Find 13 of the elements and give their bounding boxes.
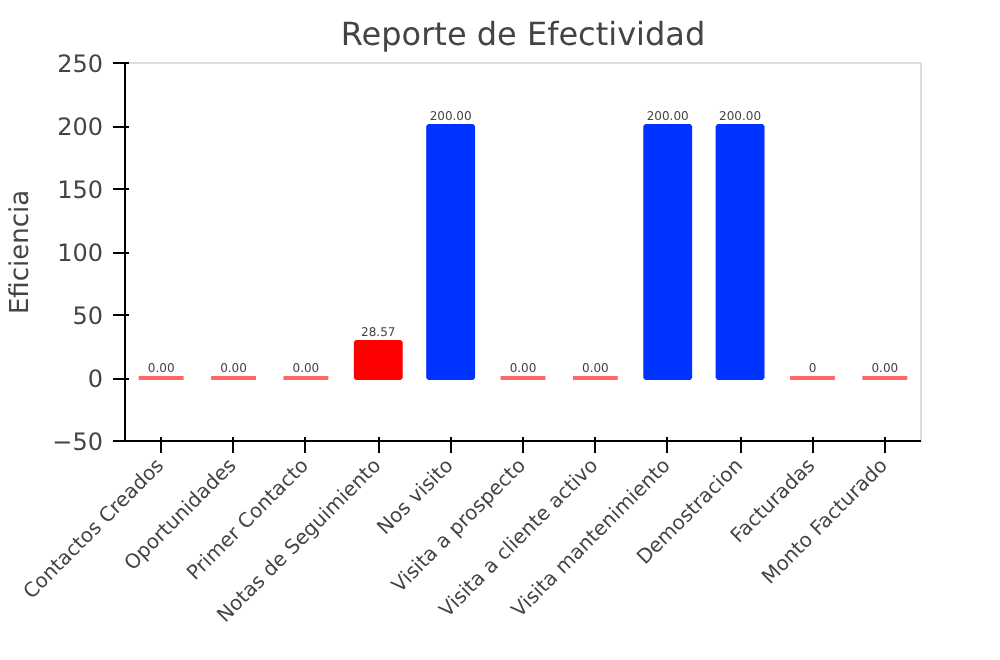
bar — [643, 124, 693, 380]
y-tick-label: 150 — [57, 176, 103, 204]
bar — [353, 340, 403, 380]
y-axis-title: Eficiencia — [6, 189, 37, 315]
y-tick-label: 250 — [57, 50, 103, 78]
bar — [715, 124, 765, 380]
y-tick-label: 200 — [57, 113, 103, 141]
y-tick-label: 100 — [57, 239, 103, 267]
chart-title: Reporte de Efectividad — [340, 15, 706, 53]
y-tick-label: 50 — [72, 302, 104, 330]
y-tick-label: 0 — [87, 365, 104, 393]
bar — [426, 124, 476, 380]
y-tick-label: −50 — [52, 428, 104, 456]
